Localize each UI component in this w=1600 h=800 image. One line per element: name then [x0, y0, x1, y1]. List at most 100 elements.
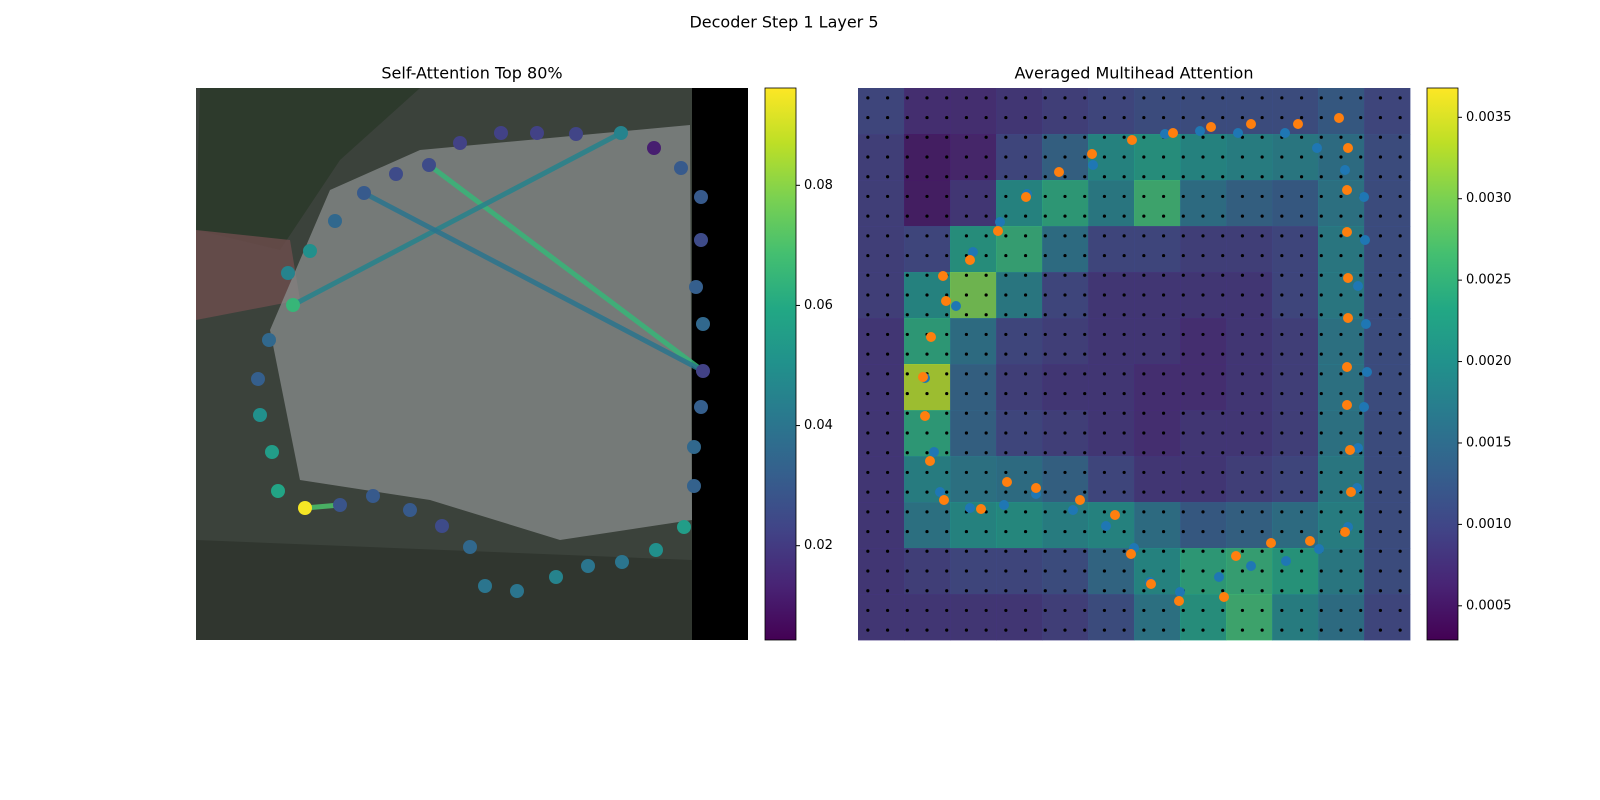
grid-dot [866, 490, 870, 494]
grid-dot [1161, 175, 1166, 179]
grid-dot [1181, 332, 1185, 337]
grid-dot [905, 135, 909, 139]
grid-dot [1063, 135, 1067, 139]
grid-dot [1122, 352, 1126, 356]
grid-dot [1181, 135, 1185, 139]
grid-dot [1201, 352, 1205, 356]
grid-dot [1378, 490, 1383, 494]
grid-dot [1299, 293, 1304, 297]
grid-dot [1240, 214, 1245, 218]
heat-cell [1318, 594, 1365, 641]
grid-dot [964, 115, 969, 120]
grid-dot [1378, 589, 1383, 593]
grid-dot [1319, 234, 1323, 238]
grid-dot [1359, 569, 1363, 573]
grid-dot [984, 490, 988, 494]
grid-dot [1161, 431, 1166, 435]
grid-dot [1240, 510, 1245, 514]
grid-dot [984, 391, 988, 396]
grid-dot [945, 372, 949, 376]
colorbar-tick-label: 0.04 [804, 418, 833, 433]
grid-dot [1043, 470, 1047, 475]
grid-dot [1378, 293, 1383, 297]
point [614, 126, 628, 140]
heat-cell [1272, 410, 1319, 457]
point [1305, 536, 1315, 546]
point [1219, 592, 1229, 602]
grid-dot [866, 529, 870, 534]
heat-cell [1134, 410, 1181, 457]
grid-dot [885, 273, 890, 277]
point [918, 372, 928, 382]
heat-cell [1272, 456, 1319, 503]
colorbar-tick-label: 0.0010 [1466, 517, 1512, 532]
heat-cell [950, 134, 997, 181]
point [328, 214, 342, 228]
grid-dot [1280, 510, 1284, 514]
grid-dot [1023, 391, 1028, 396]
heat-cell [1226, 364, 1273, 411]
grid-dot [1378, 510, 1383, 514]
grid-dot [1319, 155, 1323, 159]
point [281, 266, 295, 280]
grid-dot [1004, 135, 1008, 139]
heat-cell [1134, 318, 1181, 365]
colorbar-tick-label: 0.0015 [1466, 435, 1512, 450]
grid-dot [1004, 411, 1008, 415]
grid-dot [1339, 234, 1343, 238]
grid-dot [1378, 569, 1383, 573]
grid-dot [1043, 293, 1047, 297]
heat-cell [1364, 180, 1411, 227]
heat-cell [1272, 272, 1319, 319]
grid-dot [1063, 313, 1067, 317]
grid-dot [1260, 96, 1264, 100]
grid-dot [905, 352, 909, 356]
grid-dot [1260, 214, 1264, 218]
grid-dot [1359, 589, 1363, 593]
heat-cell [950, 456, 997, 503]
point [530, 126, 544, 140]
grid-dot [1240, 529, 1245, 534]
grid-dot [1221, 253, 1225, 258]
heat-cell [1318, 318, 1365, 365]
heat-cell [1272, 134, 1319, 181]
grid-dot [1398, 470, 1402, 475]
grid-dot [1201, 411, 1205, 415]
point [925, 456, 935, 466]
grid-dot [1063, 352, 1067, 356]
grid-dot [1221, 175, 1225, 179]
grid-dot [885, 332, 890, 337]
point [1175, 587, 1185, 597]
grid-dot [1083, 155, 1087, 159]
point [677, 520, 691, 534]
grid-dot [984, 608, 988, 613]
grid-dot [1102, 313, 1107, 317]
heat-cell [996, 226, 1043, 273]
grid-dot [905, 253, 909, 258]
heat-cell [1180, 180, 1227, 227]
grid-dot [885, 234, 890, 238]
grid-dot [1161, 490, 1166, 494]
grid-dot [905, 589, 909, 593]
point [1334, 113, 1344, 123]
grid-dot [1161, 352, 1166, 356]
heat-cell [858, 134, 905, 181]
grid-dot [1359, 529, 1363, 534]
grid-dot [1339, 470, 1343, 475]
grid-dot [1043, 115, 1047, 120]
grid-dot [964, 589, 969, 593]
grid-dot [925, 549, 929, 553]
grid-dot [1240, 194, 1245, 199]
grid-dot [1221, 234, 1225, 238]
grid-dot [1221, 470, 1225, 475]
grid-dot [866, 470, 870, 475]
grid-dot [1319, 411, 1323, 415]
grid-dot [866, 96, 870, 100]
heat-cell [1042, 502, 1089, 549]
grid-dot [1122, 411, 1126, 415]
heat-cell [1042, 88, 1089, 135]
heat-cell [950, 318, 997, 365]
grid-dot [1083, 490, 1087, 494]
grid-dot [964, 293, 969, 297]
grid-dot [1181, 411, 1185, 415]
